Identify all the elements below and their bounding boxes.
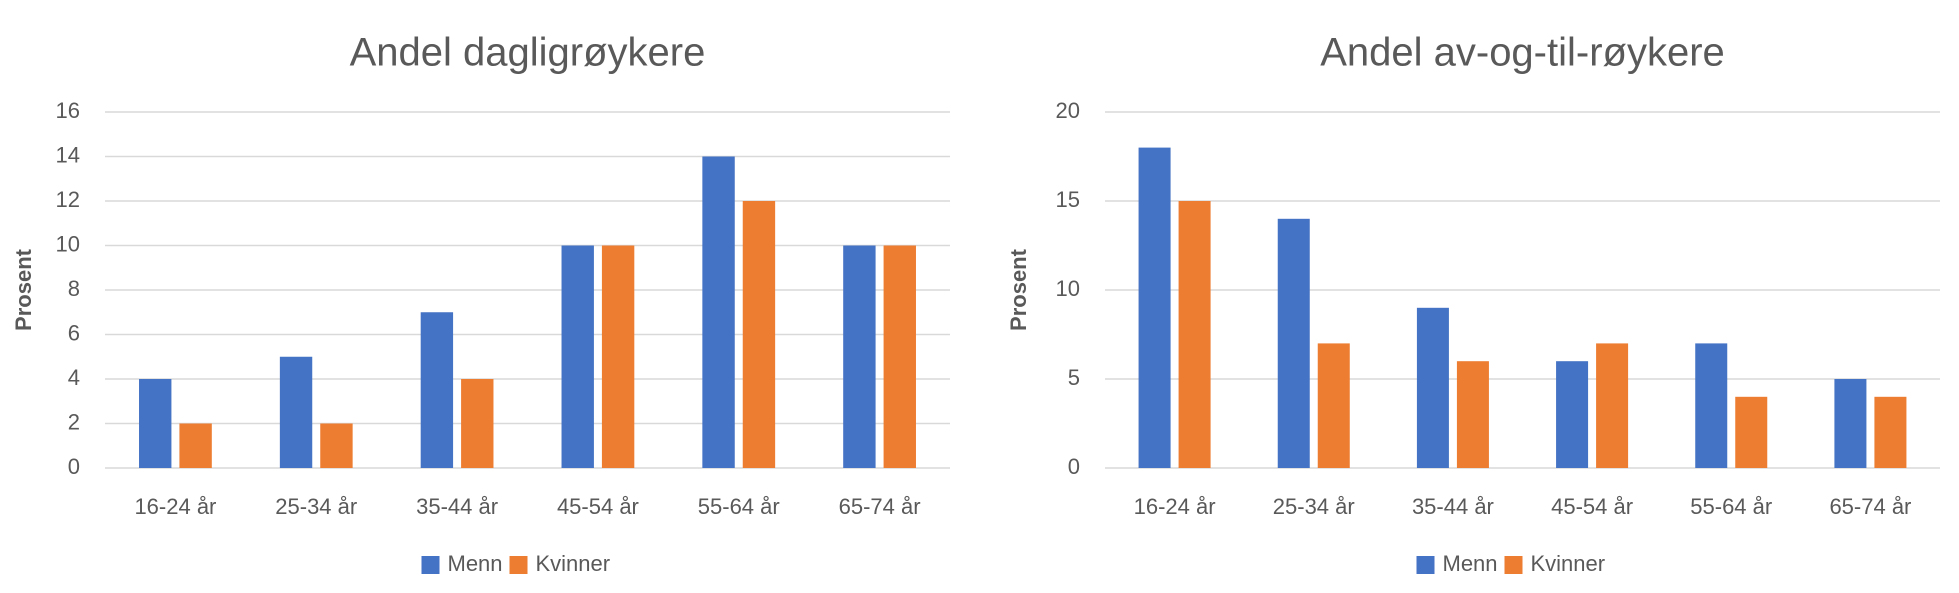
legend-swatch: [1504, 556, 1523, 574]
y-tick-label: 0: [1068, 454, 1080, 479]
y-tick-label: 15: [1056, 187, 1080, 212]
bar: [1695, 343, 1728, 468]
legend-label: Menn: [1443, 551, 1498, 576]
y-tick-label: 16: [56, 98, 80, 123]
x-tick-label: 65-74 år: [839, 494, 921, 519]
y-tick-label: 12: [56, 187, 80, 212]
y-tick-label: 20: [1056, 98, 1080, 123]
legend-swatch: [1416, 556, 1435, 574]
x-tick-label: 35-44 år: [416, 494, 498, 519]
x-tick-label: 55-64 år: [1690, 494, 1772, 519]
bar: [1735, 396, 1768, 468]
bar: [883, 245, 916, 468]
chart-title: Andel dagligrøykere: [350, 31, 706, 75]
bar: [139, 379, 172, 468]
bar: [1556, 361, 1589, 468]
bar: [1596, 343, 1629, 468]
x-tick-label: 16-24 år: [1134, 494, 1216, 519]
y-tick-label: 10: [1056, 276, 1080, 301]
bar: [279, 356, 313, 468]
bar: [1834, 379, 1867, 468]
bar: [1178, 201, 1211, 468]
bar: [561, 245, 594, 468]
y-tick-label: 14: [56, 142, 80, 167]
bar: [702, 156, 735, 468]
y-tick-label: 0: [68, 454, 80, 479]
bar: [420, 312, 454, 468]
chart: Andel dagligrøykere Prosent 0 2 4 6 8 10 12 14 16 1…: [11, 31, 950, 576]
bar: [1416, 307, 1449, 468]
bar: [742, 201, 776, 468]
x-tick-label: 25-34 år: [275, 494, 357, 519]
bar: [843, 245, 876, 468]
chart-title: Andel av-og-til-røykere: [1320, 31, 1725, 75]
bar: [1317, 343, 1350, 468]
x-tick-label: 45-54 år: [1551, 494, 1633, 519]
bar: [1874, 396, 1907, 468]
legend-label: Menn: [448, 551, 503, 576]
y-tick-label: 8: [68, 276, 80, 301]
y-tick-label: 6: [68, 320, 80, 345]
y-tick-label: 5: [1068, 365, 1080, 390]
bar: [1138, 147, 1171, 468]
x-tick-label: 35-44 år: [1412, 494, 1494, 519]
bar: [1277, 218, 1310, 468]
bar: [320, 423, 353, 468]
legend-swatch: [421, 556, 440, 574]
y-tick-label: 2: [68, 409, 80, 434]
chart: Andel av-og-til-røykere Prosent 0 5 10 15 20 16…: [1006, 31, 1940, 576]
x-tick-label: 65-74 år: [1829, 494, 1911, 519]
y-tick-label: 4: [68, 365, 80, 390]
y-tick-label: 10: [56, 231, 80, 256]
legend-label: Kvinner: [1531, 551, 1606, 576]
legend: Menn Kvinner: [421, 551, 611, 576]
bar: [1456, 361, 1489, 468]
legend-swatch: [509, 556, 528, 574]
x-tick-label: 45-54 år: [557, 494, 639, 519]
x-tick-label: 55-64 år: [698, 494, 780, 519]
x-tick-label: 16-24 år: [134, 494, 216, 519]
legend: Menn Kvinner: [1416, 551, 1606, 576]
y-axis-label: Prosent: [1006, 248, 1031, 331]
legend-label: Kvinner: [536, 551, 611, 576]
y-axis-label: Prosent: [11, 248, 36, 331]
bar: [179, 423, 212, 468]
bar: [461, 379, 494, 468]
x-tick-label: 25-34 år: [1273, 494, 1355, 519]
bar: [601, 245, 635, 468]
